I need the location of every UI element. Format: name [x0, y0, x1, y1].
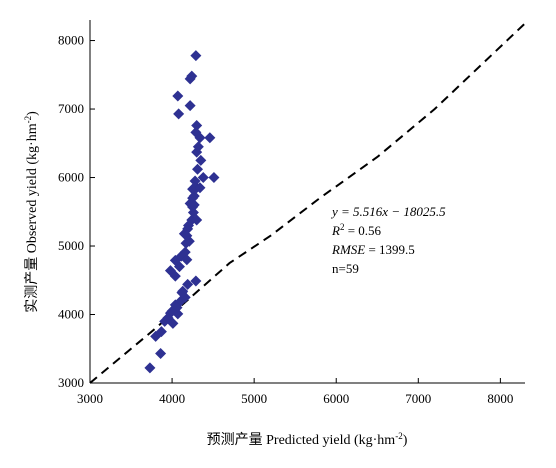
y-ticks: 3000 4000 5000 6000 7000 8000: [58, 33, 95, 390]
axes: [89, 20, 525, 384]
x-ticks: 3000 4000 5000 6000 7000 8000: [77, 378, 513, 406]
data-point: [191, 214, 203, 226]
data-point: [181, 230, 193, 242]
data-point: [190, 275, 202, 287]
data-point: [173, 108, 185, 120]
data-point: [186, 70, 198, 82]
equation-text: y = 5.516x − 18025.5: [330, 204, 446, 219]
data-point: [181, 254, 193, 266]
data-point: [190, 126, 202, 138]
data-point: [184, 100, 196, 112]
x-tick-label: 6000: [323, 391, 349, 406]
y-axis-title-sup: -2: [23, 116, 33, 124]
data-point: [169, 270, 181, 282]
x-tick-label: 3000: [77, 391, 103, 406]
r2-sup: 2: [340, 222, 345, 232]
r2-prefix: R: [331, 223, 340, 238]
data-point: [197, 172, 209, 184]
reference-line: [89, 22, 526, 384]
x-axis-title-main: 预测产量 Predicted yield (kg·hm: [207, 432, 396, 448]
y-axis-title-main: 实测产量 Observed yield (kg·hm: [24, 123, 40, 312]
data-point: [189, 175, 201, 187]
x-axis-title: 预测产量 Predicted yield (kg·hm-2): [207, 431, 408, 448]
data-point: [176, 287, 188, 299]
data-point: [195, 154, 207, 166]
n-text: n=59: [332, 261, 359, 276]
y-axis-title: 实测产量 Observed yield (kg·hm-2): [23, 111, 40, 313]
x-axis-title-end: ): [403, 433, 408, 448]
rmse-label: RMSE: [331, 242, 365, 257]
regression-annotation: y = 5.516x − 18025.5 R2 = 0.56 RMSE = 13…: [330, 204, 446, 276]
y-tick-label: 8000: [58, 33, 84, 48]
x-tick-label: 8000: [487, 391, 513, 406]
x-tick-label: 5000: [241, 391, 267, 406]
x-tick-label: 4000: [159, 391, 185, 406]
data-point: [191, 119, 203, 131]
data-point: [155, 326, 167, 338]
r2-value: = 0.56: [344, 223, 381, 238]
data-point: [182, 219, 194, 231]
data-point: [188, 199, 200, 211]
data-points: [144, 50, 220, 374]
data-point: [194, 182, 206, 194]
y-tick-label: 6000: [58, 170, 84, 185]
data-point: [182, 278, 194, 290]
data-point: [204, 132, 216, 144]
rmse-text: RMSE = 1399.5: [331, 242, 415, 257]
data-point: [155, 348, 167, 360]
rmse-value: = 1399.5: [365, 242, 415, 257]
data-point: [190, 50, 202, 62]
y-axis-title-end: ): [25, 111, 40, 116]
r2-text: R2 = 0.56: [331, 222, 382, 238]
y-tick-label: 3000: [58, 375, 84, 390]
data-point: [166, 305, 178, 317]
data-point: [179, 246, 191, 258]
y-tick-label: 5000: [58, 238, 84, 253]
data-point: [173, 261, 185, 273]
y-tick-label: 4000: [58, 307, 84, 322]
data-point: [144, 362, 156, 374]
data-point: [208, 172, 220, 184]
x-tick-label: 7000: [405, 391, 431, 406]
data-point: [192, 163, 204, 175]
x-axis-title-sup: -2: [395, 431, 403, 441]
data-point: [172, 90, 184, 102]
data-point: [192, 141, 204, 153]
y-tick-label: 7000: [58, 101, 84, 116]
